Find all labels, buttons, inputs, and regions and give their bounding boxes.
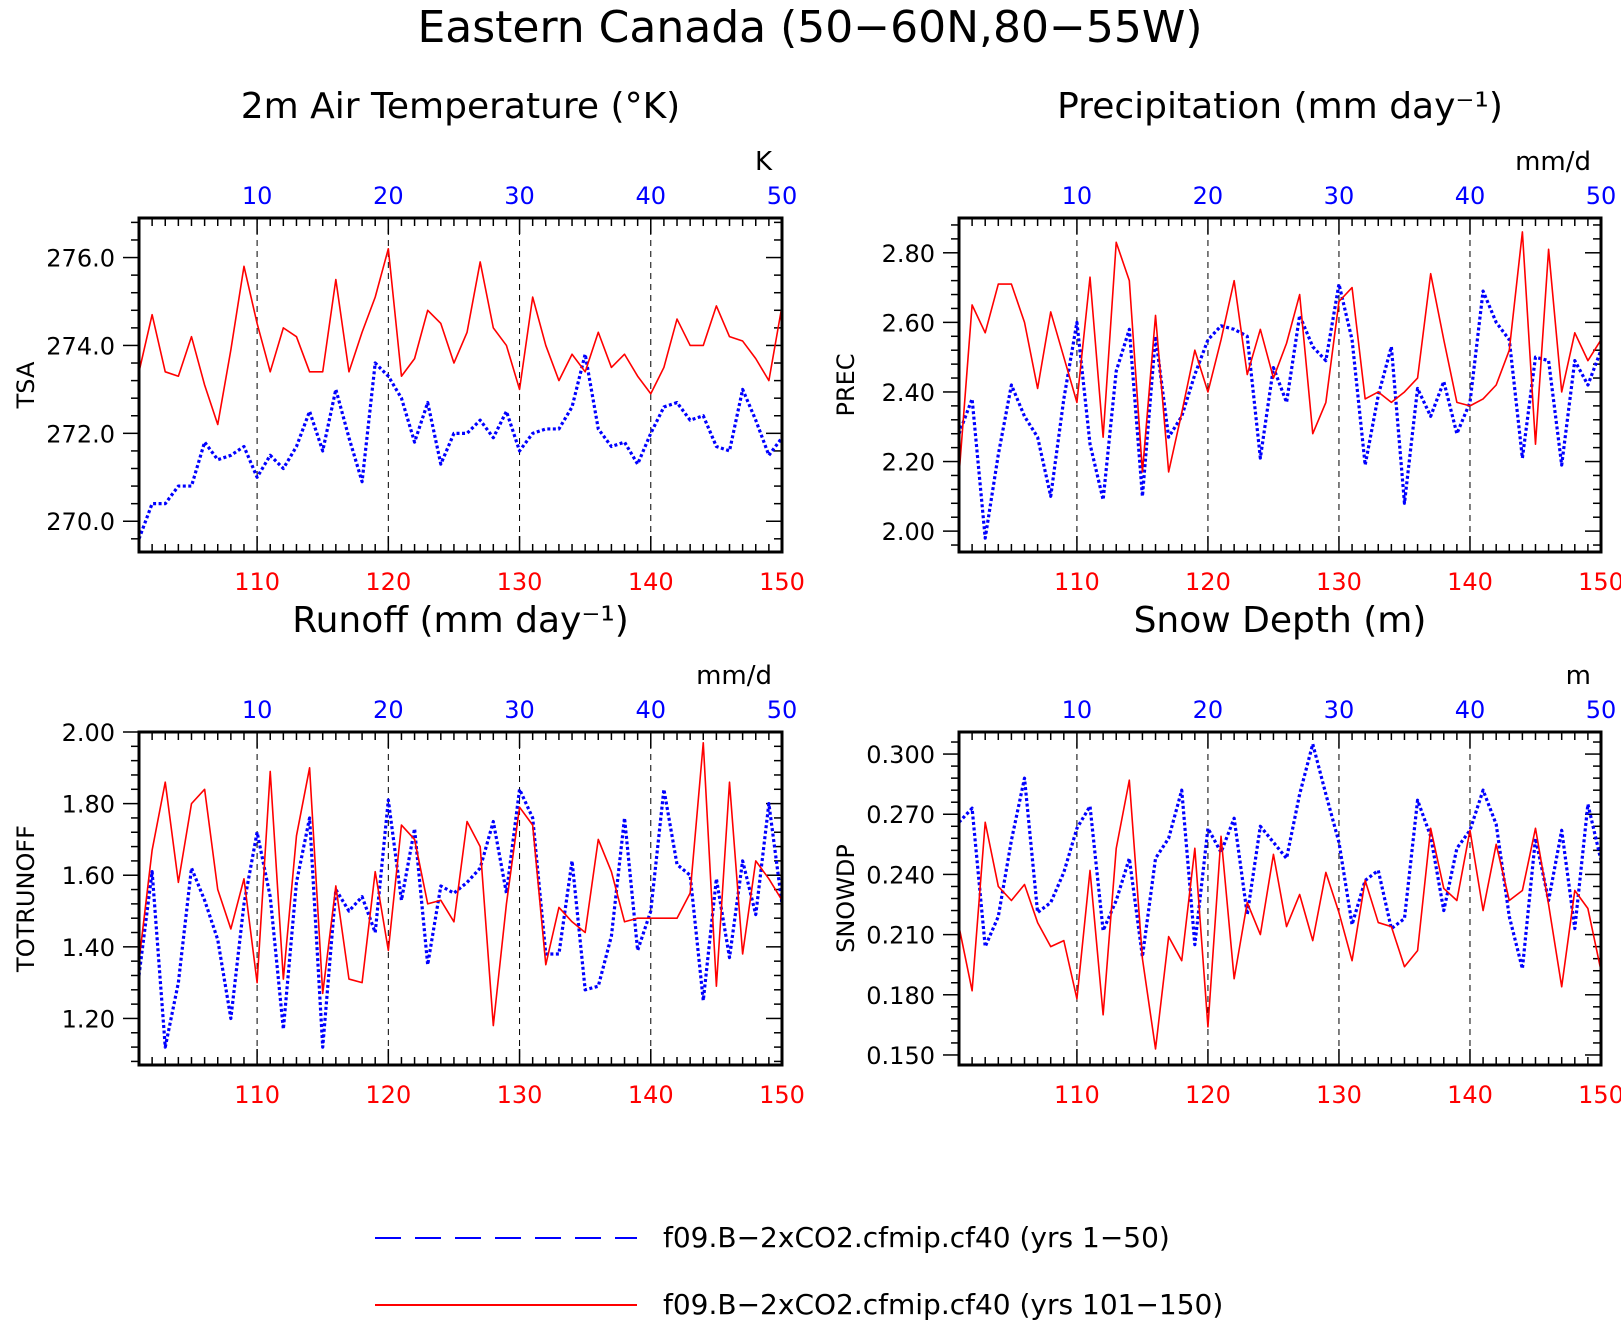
x-top-tick-label: 20 xyxy=(1193,696,1224,724)
y-tick-label: 272.0 xyxy=(46,420,115,448)
x-tick-label: 120 xyxy=(365,568,411,596)
y-axis-label: PREC xyxy=(832,353,860,416)
x-tick-label: 140 xyxy=(1447,568,1493,596)
x-top-tick-label: 10 xyxy=(242,182,273,210)
x-top-tick-label: 30 xyxy=(504,182,535,210)
series-line-yrs-101-150 xyxy=(138,247,783,426)
x-top-tick-label: 40 xyxy=(636,182,667,210)
panel-title: 2m Air Temperature (°K) xyxy=(241,86,680,127)
series-line-yrs-101-150 xyxy=(138,741,783,1027)
panels-container: 2m Air Temperature (°K) K TSA 270.0 272.0 274… xyxy=(12,86,1621,1109)
panel-prec: Precipitation (mm day⁻¹) mm/d PREC 2.00 2.20… xyxy=(832,86,1621,596)
y-tick-label: 1.60 xyxy=(62,862,115,890)
panel-tsa: 2m Air Temperature (°K) K TSA 270.0 272.0 274… xyxy=(12,86,805,596)
y-tick-label: 0.210 xyxy=(866,922,935,950)
y-axis-label: TOTRUNOFF xyxy=(12,825,40,973)
x-top-tick-label: 50 xyxy=(1586,696,1617,724)
x-tick-label: 150 xyxy=(759,568,805,596)
y-tick-label: 2.20 xyxy=(882,449,935,477)
y-tick-label: 1.80 xyxy=(62,791,115,819)
y-tick-label: 0.180 xyxy=(866,982,935,1010)
series-line-yrs-1-50 xyxy=(137,787,784,1049)
x-tick-label: 130 xyxy=(497,568,543,596)
x-top-tick-label: 20 xyxy=(1193,182,1224,210)
plot-frame xyxy=(137,216,784,554)
x-tick-label: 140 xyxy=(628,1081,674,1109)
y-tick-label: 2.00 xyxy=(62,719,115,747)
series-line-yrs-101-150 xyxy=(958,779,1602,1050)
x-tick-label: 120 xyxy=(1185,568,1231,596)
y-tick-label: 2.80 xyxy=(882,240,935,268)
x-top-tick-label: 20 xyxy=(373,696,404,724)
x-tick-label: 120 xyxy=(1185,1081,1231,1109)
x-tick-label: 130 xyxy=(1316,1081,1362,1109)
y-tick-label: 1.20 xyxy=(62,1005,115,1033)
plot-frame xyxy=(957,730,1603,1067)
series-line-yrs-101-150 xyxy=(958,231,1602,476)
x-top-tick-label: 40 xyxy=(636,696,667,724)
units-label: m xyxy=(1566,661,1591,691)
legend-label-yrs-1-50: f09.B−2xCO2.cfmip.cf40 (yrs 1−50) xyxy=(663,1221,1170,1254)
panel-title: Snow Depth (m) xyxy=(1134,600,1427,641)
panel-title: Precipitation (mm day⁻¹) xyxy=(1057,86,1503,127)
y-tick-label: 274.0 xyxy=(46,332,115,360)
units-label: mm/d xyxy=(1515,147,1591,177)
x-top-tick-label: 50 xyxy=(767,182,798,210)
x-top-tick-label: 30 xyxy=(1324,182,1355,210)
x-top-tick-label: 10 xyxy=(1062,696,1093,724)
x-top-tick-label: 40 xyxy=(1455,182,1486,210)
x-tick-label: 140 xyxy=(1447,1081,1493,1109)
x-top-tick-label: 10 xyxy=(1062,182,1093,210)
y-tick-label: 2.00 xyxy=(882,518,935,546)
y-tick-label: 0.150 xyxy=(866,1042,935,1070)
x-top-tick-label: 30 xyxy=(504,696,535,724)
y-axis-label: SNOWDP xyxy=(832,844,860,953)
x-tick-label: 150 xyxy=(759,1081,805,1109)
y-axis-label: TSA xyxy=(12,361,40,409)
x-tick-label: 130 xyxy=(1316,568,1362,596)
y-tick-label: 0.300 xyxy=(866,741,935,769)
y-tick-label: 0.240 xyxy=(866,861,935,889)
legend: f09.B−2xCO2.cfmip.cf40 (yrs 1−50) f09.B−… xyxy=(375,1221,1223,1321)
units-label: K xyxy=(755,147,773,177)
plot-frame xyxy=(957,216,1603,554)
y-tick-label: 276.0 xyxy=(46,245,115,273)
y-tick-label: 0.270 xyxy=(866,801,935,829)
x-top-tick-label: 50 xyxy=(767,696,798,724)
x-tick-label: 110 xyxy=(1054,568,1100,596)
figure-title: Eastern Canada (50−60N,80−55W) xyxy=(417,2,1202,53)
y-tick-label: 1.40 xyxy=(62,934,115,962)
panel-totrunoff: Runoff (mm day⁻¹) mm/d TOTRUNOFF 1.20 1.40 1.… xyxy=(12,600,805,1109)
x-top-tick-label: 10 xyxy=(242,696,273,724)
x-tick-label: 150 xyxy=(1578,1081,1621,1109)
panel-snowdp: Snow Depth (m) m SNOWDP 0.150 0.180 0.210 0.24… xyxy=(832,600,1621,1109)
x-tick-label: 110 xyxy=(234,1081,280,1109)
x-top-tick-label: 30 xyxy=(1324,696,1355,724)
x-tick-label: 110 xyxy=(234,568,280,596)
y-tick-label: 2.60 xyxy=(882,309,935,337)
panel-title: Runoff (mm day⁻¹) xyxy=(292,600,629,641)
y-tick-label: 270.0 xyxy=(46,508,115,536)
series-line-yrs-1-50 xyxy=(137,352,784,540)
units-label: mm/d xyxy=(696,661,772,691)
plot-frame xyxy=(137,730,784,1067)
legend-label-yrs-101-150: f09.B−2xCO2.cfmip.cf40 (yrs 101−150) xyxy=(663,1288,1223,1321)
series-line-yrs-1-50 xyxy=(957,282,1603,540)
series-line-yrs-1-50 xyxy=(957,742,1603,971)
x-tick-label: 130 xyxy=(497,1081,543,1109)
x-tick-label: 140 xyxy=(628,568,674,596)
x-top-tick-label: 40 xyxy=(1455,696,1486,724)
x-tick-label: 110 xyxy=(1054,1081,1100,1109)
x-top-tick-label: 20 xyxy=(373,182,404,210)
x-top-tick-label: 50 xyxy=(1586,182,1617,210)
x-tick-label: 120 xyxy=(365,1081,411,1109)
y-tick-label: 2.40 xyxy=(882,379,935,407)
x-tick-label: 150 xyxy=(1578,568,1621,596)
